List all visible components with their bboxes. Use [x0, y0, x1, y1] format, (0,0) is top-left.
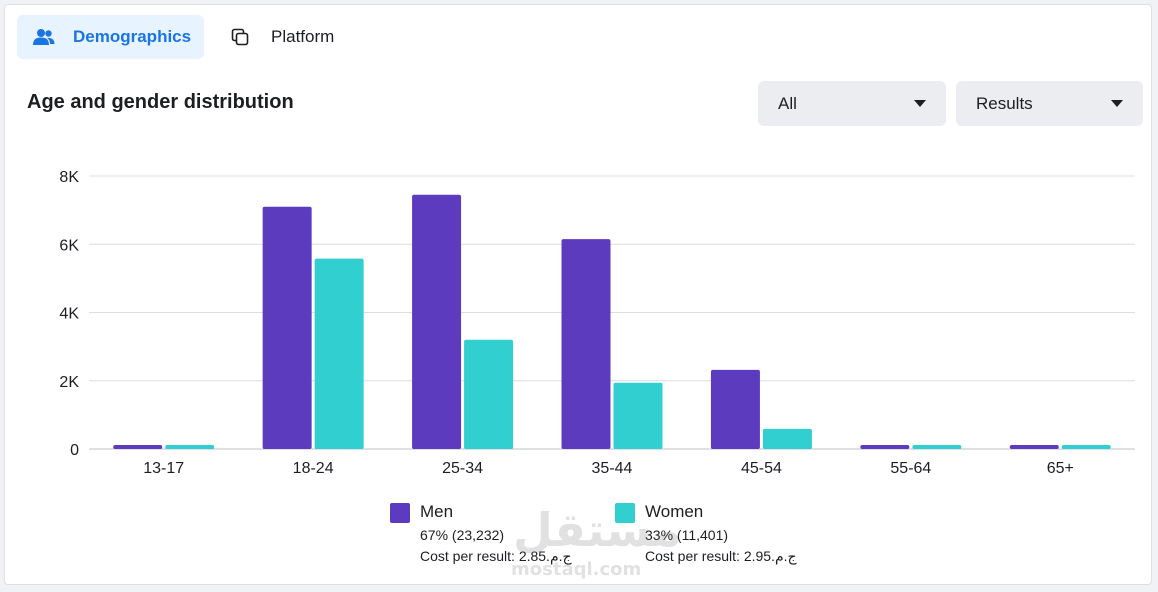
- x-tick-label: 35-44: [592, 460, 633, 477]
- bar-men-25-34: [412, 194, 462, 449]
- audience-dropdown[interactable]: All: [758, 81, 946, 126]
- y-tick-label: 0: [70, 442, 79, 459]
- watermark: مستقل mostaql.com: [505, 503, 681, 583]
- x-tick-label: 65+: [1047, 460, 1074, 477]
- legend-share-women: 33% (11,401): [645, 527, 729, 543]
- bar-women-25-34: [464, 339, 514, 449]
- x-tick-label: 25-34: [442, 460, 483, 477]
- y-tick-label: 2K: [59, 374, 79, 391]
- bar-women-18-24: [314, 258, 364, 449]
- section-title: Age and gender distribution: [27, 91, 294, 113]
- y-tick-label: 6K: [59, 237, 79, 254]
- legend-cost-women: Cost per result: 2.95.ج.م: [645, 548, 797, 564]
- caret-down-icon: [914, 100, 926, 107]
- bar-men-18-24: [262, 206, 312, 449]
- legend-name-men: Men: [420, 502, 454, 521]
- bar-women-35-44: [613, 382, 663, 449]
- legend-cost-men: Cost per result: 2.85.ج.م: [420, 548, 572, 564]
- bar-women-45-54: [762, 428, 812, 449]
- audience-dropdown-value: All: [778, 93, 797, 113]
- demographics-card: Demographics Platform Age and gender dis…: [4, 4, 1152, 585]
- bar-men-45-54: [710, 369, 760, 449]
- tab-platform[interactable]: Platform: [217, 15, 367, 59]
- legend-swatch-men: [390, 503, 410, 523]
- metric-dropdown[interactable]: Results: [956, 81, 1143, 126]
- tab-demographics[interactable]: Demographics: [17, 15, 204, 59]
- x-tick-label: 13-17: [143, 460, 184, 477]
- bar-women-13-17: [165, 445, 215, 449]
- bar-women-65+: [1061, 445, 1111, 449]
- metric-dropdown-value: Results: [976, 93, 1033, 113]
- x-tick-label: 45-54: [741, 460, 782, 477]
- x-tick-label: 18-24: [293, 460, 334, 477]
- caret-down-icon: [1111, 100, 1123, 107]
- people-icon: [33, 26, 55, 48]
- age-gender-bar-chart: 0 2K 4K 6K 8K 13-17 18-24 25-34 35-44 45-54 55-64 6…: [59, 169, 1135, 477]
- legend-swatch-women: [615, 503, 635, 523]
- tab-demographics-label: Demographics: [73, 27, 192, 46]
- bar-women-55-64: [912, 445, 962, 449]
- legend-share-men: 67% (23,232): [420, 527, 505, 543]
- bar-men-13-17: [113, 445, 163, 449]
- y-tick-label: 4K: [59, 306, 79, 323]
- tab-platform-label: Platform: [271, 27, 335, 46]
- x-tick-label: 55-64: [890, 460, 931, 477]
- bar-men-55-64: [860, 445, 910, 449]
- copy-icon: [229, 26, 251, 48]
- bar-men-65+: [1009, 445, 1059, 449]
- legend-name-women: Women: [645, 502, 704, 521]
- y-tick-label: 8K: [59, 169, 79, 186]
- bar-men-35-44: [561, 239, 611, 449]
